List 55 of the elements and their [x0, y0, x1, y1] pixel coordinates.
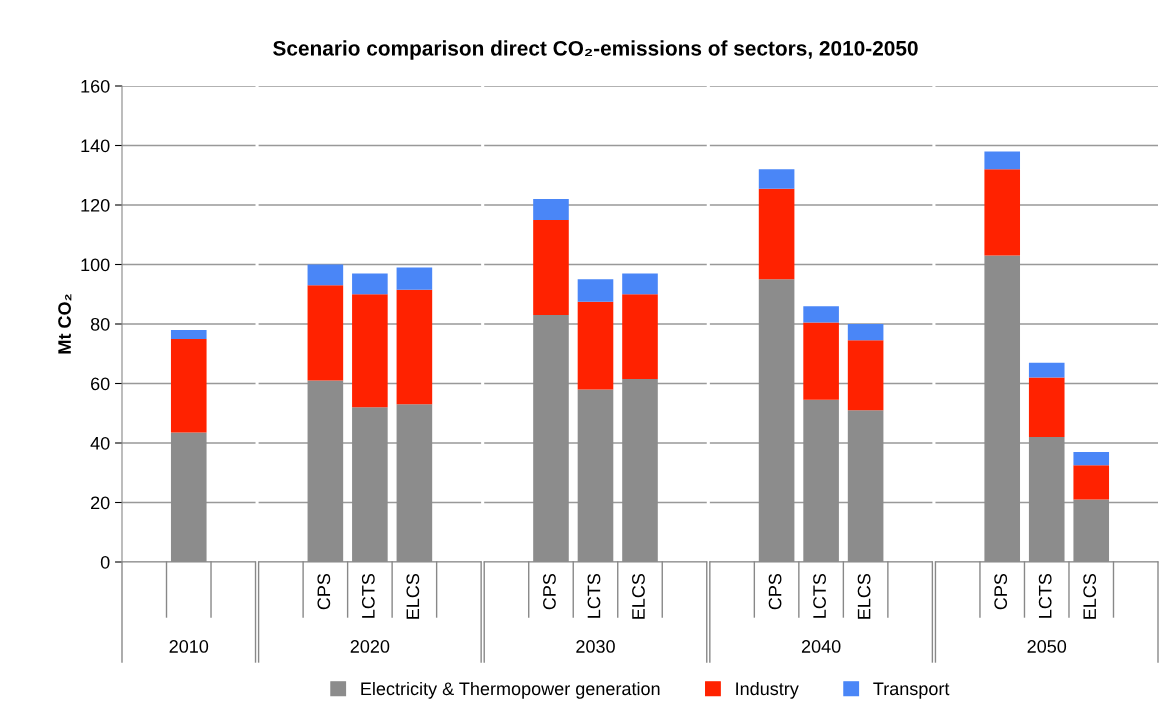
x-tick-label: CPS [994, 573, 1008, 610]
x-axis-title: 2050 [1027, 640, 1067, 653]
y-tick-label: 60 [91, 377, 110, 391]
chart-title: Scenario comparison direct CO₂-emissions of sectors, 2010-2050 [273, 40, 918, 60]
y-tick-label: 0 [100, 555, 110, 569]
bar [307, 264, 344, 286]
bar [622, 273, 658, 295]
y-tick-label: 140 [81, 139, 110, 153]
bar [1073, 451, 1110, 466]
legend-label: Industry [736, 681, 799, 699]
bar [803, 322, 839, 400]
bar [1028, 362, 1065, 378]
bar [577, 279, 614, 302]
y-tick-label: 40 [90, 436, 110, 450]
y-tick-label: 100 [81, 258, 110, 272]
bar [1028, 377, 1065, 438]
x-tick-label: ELCS [632, 573, 645, 619]
x-axis-title: 2040 [801, 640, 841, 653]
bar [758, 169, 795, 189]
x-tick-label: LCTS [1038, 573, 1052, 618]
x-tick-label: ELCS [1083, 573, 1097, 619]
bar [984, 169, 1021, 256]
bar [803, 306, 839, 323]
bar [1073, 465, 1110, 500]
legend-label: Transport [873, 682, 950, 699]
bar [533, 199, 569, 220]
x-tick-label: ELCS [406, 573, 420, 619]
x-axis-title: 2030 [576, 640, 615, 653]
x-tick-label: CPS [768, 573, 782, 610]
x-tick-label: CPS [317, 573, 331, 610]
x-axis-title: 2010 [169, 640, 209, 653]
bar [352, 273, 388, 295]
x-axis-title: 2020 [350, 640, 390, 653]
bar [984, 151, 1021, 170]
bar [758, 188, 795, 280]
bar [847, 340, 884, 411]
x-tick-label: LCTS [361, 573, 375, 618]
y-tick-label: 80 [90, 317, 110, 331]
y-axis-title: Mt CO₂ [58, 294, 72, 354]
x-tick-label: LCTS [813, 573, 826, 618]
x-tick-label: CPS [543, 573, 556, 610]
x-tick-label: LCTS [587, 573, 601, 618]
y-tick-label: 120 [81, 198, 110, 212]
bar [352, 294, 388, 408]
y-tick-label: 160 [81, 79, 110, 93]
bar [847, 324, 884, 341]
x-tick-label: ELCS [857, 573, 871, 619]
bar [622, 294, 658, 380]
legend-label: Electricity & Thermopower generation [361, 681, 660, 699]
bar [307, 285, 344, 381]
y-tick-label: 20 [91, 496, 110, 510]
bar [396, 289, 433, 405]
bar [577, 301, 614, 390]
bar [533, 219, 569, 316]
bar [396, 267, 433, 290]
